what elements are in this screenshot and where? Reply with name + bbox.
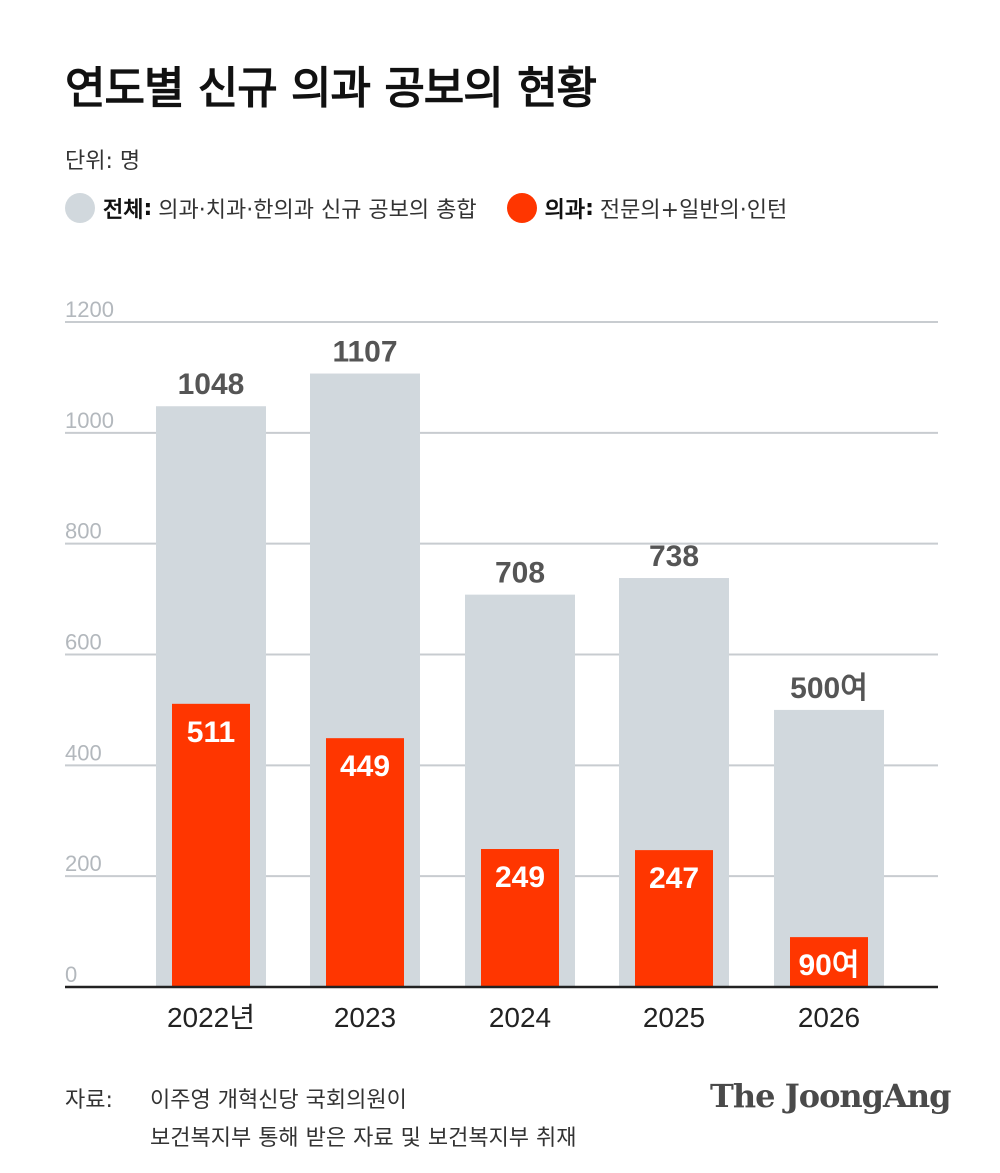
legend-desc-total: 의과·치과·한의과 신규 공보의 총합 (158, 198, 477, 223)
data-label-medical: 511 (187, 716, 235, 749)
y-tick-label: 1200 (65, 297, 114, 322)
x-tick-label: 2025 (643, 1002, 705, 1033)
x-tick-label: 2022년 (167, 1002, 255, 1033)
y-tick-label: 1000 (65, 408, 114, 433)
data-label-total: 1107 (332, 336, 397, 369)
data-label-total: 738 (649, 540, 699, 573)
y-tick-label: 0 (65, 962, 77, 987)
y-tick-label: 600 (65, 630, 102, 655)
legend-item-medical: 의과 : 전문의+일반의·인턴 (506, 192, 788, 224)
legend-name-medical: 의과 (544, 198, 586, 223)
data-label-medical: 90여 (799, 949, 860, 982)
legend-swatch-medical (506, 193, 537, 223)
source-line-2: 보건복지부 통해 받은 자료 및 보건복지부 취재 (150, 1126, 577, 1151)
legend-name-total: 전체 (103, 198, 144, 223)
source-label: 자료: (65, 1088, 113, 1113)
data-label-total: 708 (495, 557, 545, 590)
data-label-medical: 249 (495, 861, 545, 894)
legend-item-total: 전체 : 의과·치과·한의과 신규 공보의 총합 (65, 192, 477, 224)
legend-colon: : (585, 195, 594, 221)
bar-medical (635, 850, 713, 987)
legend-swatch-total (65, 193, 95, 223)
chart-title: 연도별 신규 의과 공보의 현황 (65, 63, 597, 114)
x-tick-label: 2023 (334, 1002, 396, 1033)
source-line-1: 이주영 개혁신당 국회의원이 (150, 1088, 407, 1113)
y-tick-label: 400 (65, 740, 102, 765)
bar-medical (172, 703, 250, 987)
brand-logo: The JoongAng (710, 1077, 952, 1115)
bar-chart: 0 200 400 600 800 1000 1200 1048 511 2022년 1107 449… (65, 297, 938, 1033)
bar-medical (326, 738, 404, 987)
x-tick-label: 2024 (489, 1002, 551, 1033)
unit-label: 단위: 명 (65, 149, 141, 174)
data-label-total: 1048 (178, 368, 245, 401)
data-label-medical: 449 (340, 750, 390, 783)
data-label-medical: 247 (649, 862, 699, 895)
legend-colon: : (143, 195, 153, 221)
bar-medical (790, 937, 868, 987)
y-tick-label: 800 (65, 519, 102, 544)
data-label-total: 500여 (790, 672, 868, 705)
legend: 전체 : 의과·치과·한의과 신규 공보의 총합 의과 : 전문의+일반의·인턴 (65, 192, 817, 224)
source-note: 자료: 이주영 개혁신당 국회의원이 보건복지부 통해 받은 자료 및 보건복지… (65, 1082, 577, 1158)
legend-desc-medical: 전문의+일반의·인턴 (599, 198, 788, 223)
bar-medical (481, 849, 559, 987)
y-tick-label: 200 (65, 851, 102, 876)
x-tick-label: 2026 (798, 1002, 860, 1033)
